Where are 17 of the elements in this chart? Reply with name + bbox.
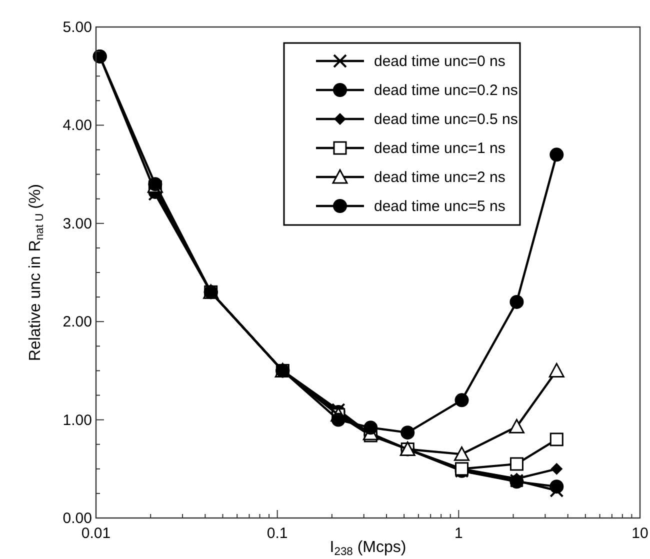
x-tick-label: 1 [454, 525, 463, 542]
x-tick-label: 0.01 [81, 525, 111, 542]
legend-label: dead time unc=2 ns [374, 169, 506, 186]
y-tick-label: 5.00 [62, 19, 92, 36]
y-tick-label: 1.00 [62, 412, 92, 429]
x-tick-label: 0.1 [266, 525, 288, 542]
legend-label: dead time unc=0.2 ns [374, 82, 518, 99]
y-tick-label: 0.00 [62, 510, 92, 527]
x-axis-title: I$_{238}$ (Mcps) [330, 539, 406, 558]
legend-label: dead time unc=0.5 ns [374, 111, 518, 128]
legend-label: dead time unc=5 ns [374, 198, 506, 215]
x-tick-label: 10 [632, 525, 648, 542]
legend-label: dead time unc=0 ns [374, 53, 506, 70]
legend-label: dead time unc=1 ns [374, 140, 506, 157]
y-tick-label: 4.00 [62, 117, 92, 134]
y-tick-label: 3.00 [62, 215, 92, 232]
y-tick-label: 2.00 [62, 314, 92, 331]
